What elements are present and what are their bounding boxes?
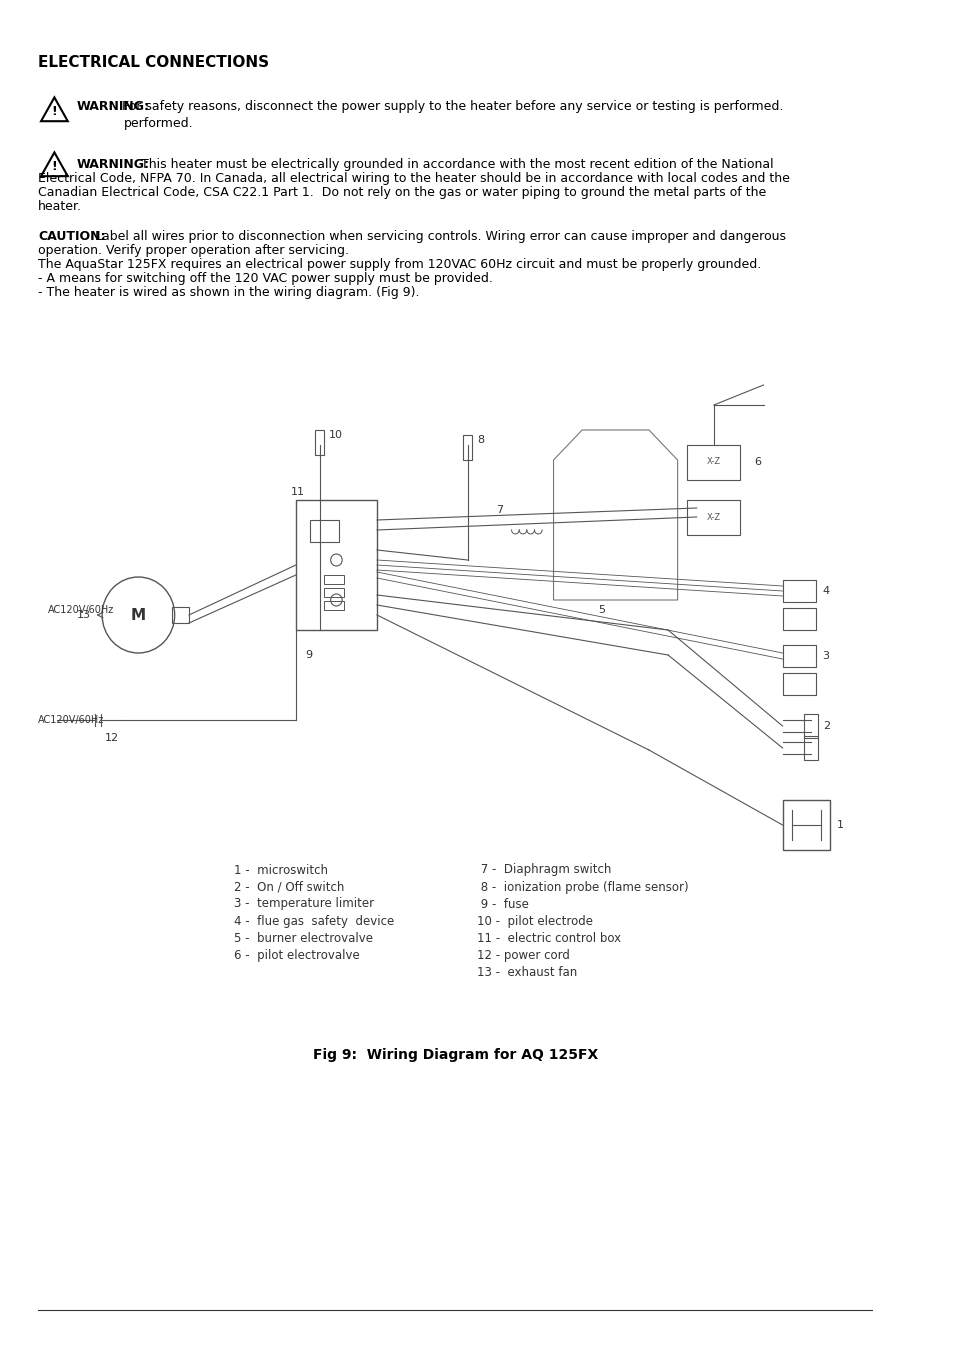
Bar	[295, 500, 376, 630]
Text: 9: 9	[305, 650, 313, 661]
Text: 2: 2	[821, 721, 829, 731]
Bar	[802, 713, 817, 738]
Text: Canadian Electrical Code, CSA C22.1 Part 1.  Do not rely on the gas or water pip: Canadian Electrical Code, CSA C22.1 Part…	[38, 186, 765, 199]
Text: Label all wires prior to disconnection when servicing controls. Wiring error can: Label all wires prior to disconnection w…	[95, 230, 785, 243]
Text: AC120V/60Hz: AC120V/60Hz	[38, 715, 104, 725]
Text: 10: 10	[329, 430, 343, 440]
Text: 12: 12	[105, 734, 119, 743]
Text: 4: 4	[821, 586, 829, 596]
Text: For safety reasons, disconnect the power supply to the heater before any service: For safety reasons, disconnect the power…	[118, 100, 783, 113]
Bar	[324, 588, 343, 597]
Bar	[781, 673, 815, 694]
Bar	[802, 736, 817, 761]
Text: WARNING:: WARNING:	[76, 100, 150, 113]
Text: 1 -  microswitch: 1 - microswitch	[233, 863, 328, 877]
Text: 8: 8	[476, 435, 484, 444]
Text: 6: 6	[753, 457, 760, 467]
Text: AC120V/60Hz: AC120V/60Hz	[48, 605, 113, 615]
Text: !: !	[51, 159, 57, 173]
Bar	[314, 430, 324, 455]
Text: X-Z: X-Z	[706, 512, 720, 521]
Text: 5 -  burner electrovalve: 5 - burner electrovalve	[233, 931, 373, 944]
Text: 12 - power cord: 12 - power cord	[476, 948, 570, 962]
Text: X-Z: X-Z	[706, 458, 720, 466]
Text: 6 -  pilot electrovalve: 6 - pilot electrovalve	[233, 948, 359, 962]
Text: !: !	[51, 105, 57, 118]
Text: 3 -  temperature limiter: 3 - temperature limiter	[233, 897, 374, 911]
Text: ELECTRICAL CONNECTIONS: ELECTRICAL CONNECTIONS	[38, 55, 269, 70]
Text: 7 -  Diaphragm switch: 7 - Diaphragm switch	[476, 863, 611, 877]
Text: CAUTION:: CAUTION:	[38, 230, 106, 243]
Bar	[781, 800, 829, 850]
Text: The AquaStar 125FX requires an electrical power supply from 120VAC 60Hz circuit : The AquaStar 125FX requires an electrica…	[38, 258, 760, 272]
Bar	[781, 608, 815, 630]
Text: performed.: performed.	[124, 118, 193, 130]
Text: Electrical Code, NFPA 70. In Canada, all electrical wiring to the heater should : Electrical Code, NFPA 70. In Canada, all…	[38, 172, 789, 185]
Text: 10 -  pilot electrode: 10 - pilot electrode	[476, 915, 593, 928]
Bar	[172, 607, 189, 623]
Bar	[310, 520, 338, 542]
Text: 7: 7	[496, 505, 503, 515]
Bar	[686, 500, 739, 535]
Text: This heater must be electrically grounded in accordance with the most recent edi: This heater must be electrically grounde…	[141, 158, 773, 172]
Bar	[781, 644, 815, 667]
Bar	[686, 444, 739, 480]
Text: 13: 13	[76, 611, 91, 620]
Text: heater.: heater.	[38, 200, 82, 213]
Text: - A means for switching off the 120 VAC power supply must be provided.: - A means for switching off the 120 VAC …	[38, 272, 493, 285]
Bar	[324, 601, 343, 611]
Bar	[781, 580, 815, 603]
Text: 5: 5	[598, 605, 604, 615]
Text: WARNING:: WARNING:	[76, 158, 150, 172]
Text: 13 -  exhaust fan: 13 - exhaust fan	[476, 966, 577, 978]
Text: 8 -  ionization probe (flame sensor): 8 - ionization probe (flame sensor)	[476, 881, 688, 893]
Text: 2 -  On / Off switch: 2 - On / Off switch	[233, 881, 344, 893]
Text: 1: 1	[836, 820, 843, 830]
Text: - The heater is wired as shown in the wiring diagram. (Fig 9).: - The heater is wired as shown in the wi…	[38, 286, 419, 299]
Text: 11: 11	[291, 486, 305, 497]
Text: 11 -  electric control box: 11 - electric control box	[476, 931, 620, 944]
Bar	[462, 435, 472, 459]
Text: 9 -  fuse: 9 - fuse	[476, 897, 529, 911]
Text: 4 -  flue gas  safety  device: 4 - flue gas safety device	[233, 915, 394, 928]
Bar	[324, 576, 343, 584]
Text: operation. Verify proper operation after servicing.: operation. Verify proper operation after…	[38, 245, 349, 257]
Text: 3: 3	[821, 651, 829, 661]
Text: Fig 9:  Wiring Diagram for AQ 125FX: Fig 9: Wiring Diagram for AQ 125FX	[313, 1048, 598, 1062]
Text: M: M	[131, 608, 146, 623]
